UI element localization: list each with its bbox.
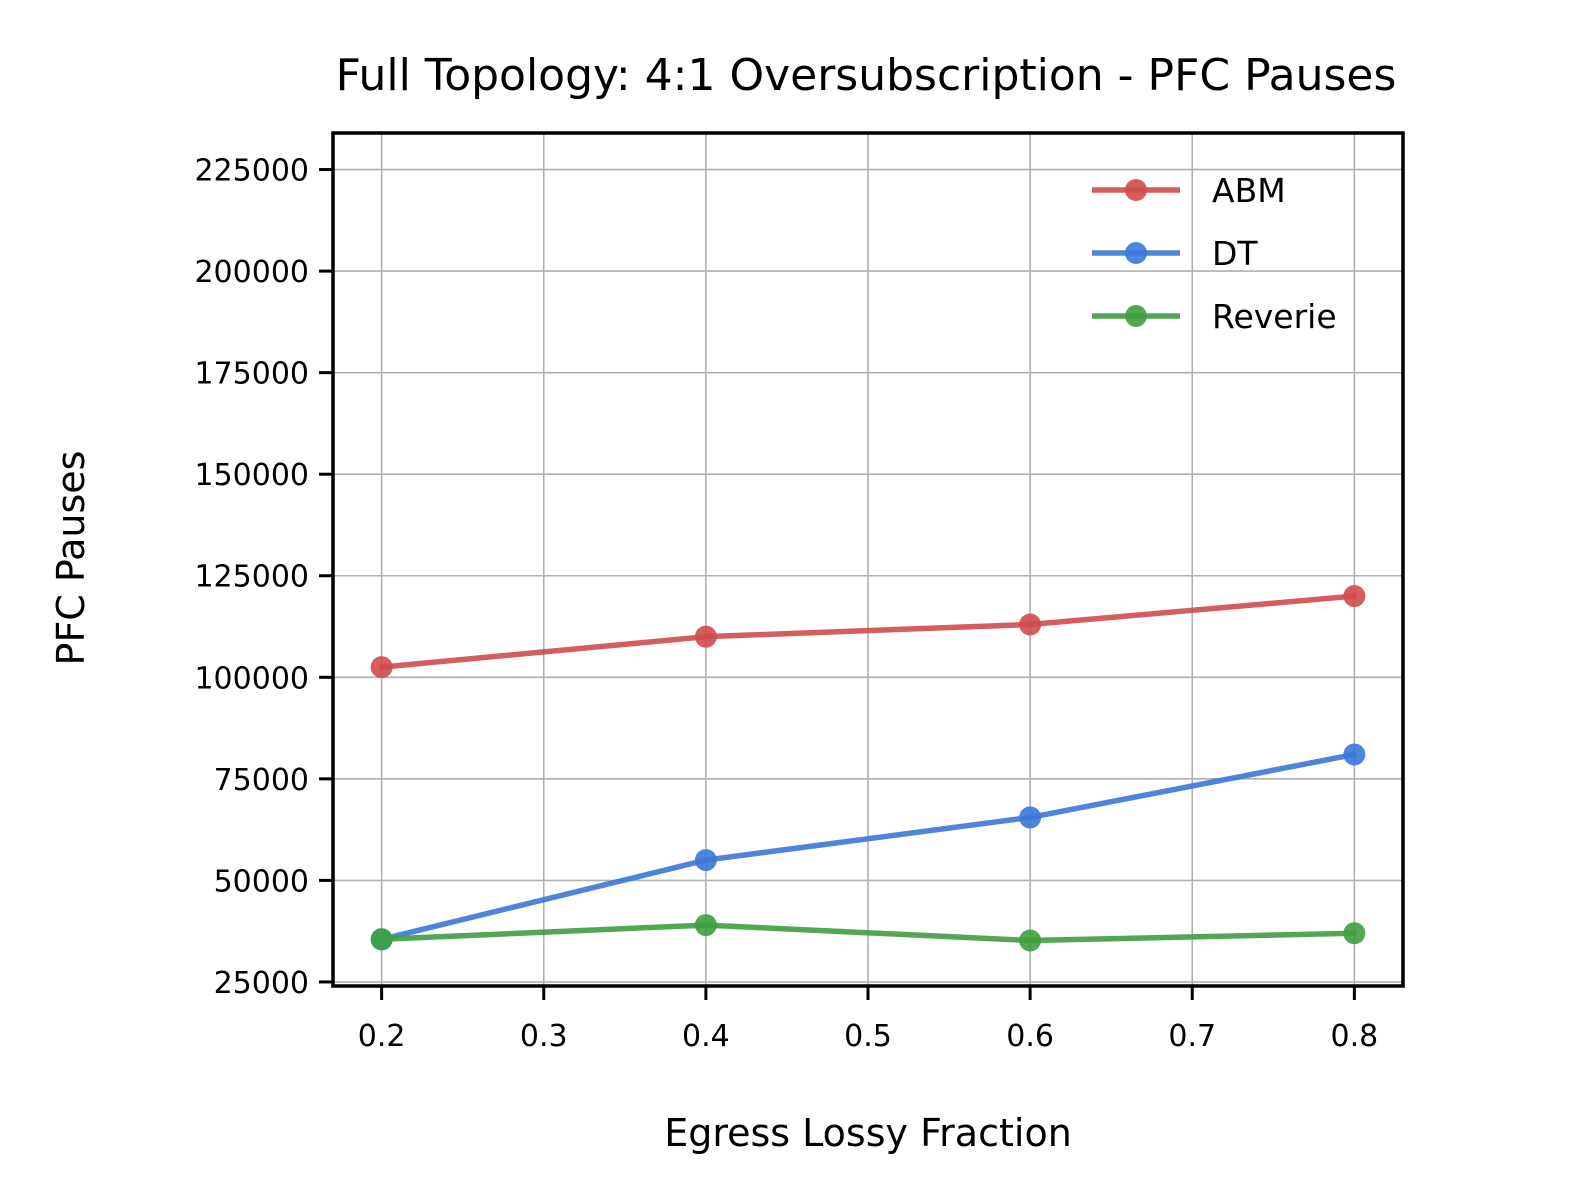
legend-marker-reverie xyxy=(1125,305,1147,327)
data-point-dt xyxy=(694,849,717,872)
x-tick-label: 0.2 xyxy=(358,1019,406,1054)
data-point-dt xyxy=(1019,806,1042,829)
plot-series xyxy=(370,585,1366,952)
series-line-abm xyxy=(378,593,1358,670)
axis-ticks: 0.2 0.3 0.4 0.5 0.6 0.7 0.8 25000 50000 75000 1000… xyxy=(194,154,1378,1054)
y-tick-label: 75000 xyxy=(214,763,309,798)
y-axis-label: PFC Pauses xyxy=(49,451,93,666)
y-tick-label: 200000 xyxy=(194,255,309,290)
legend: ABM DT Reverie xyxy=(1092,171,1337,336)
x-tick-label: 0.8 xyxy=(1331,1019,1379,1054)
x-tick-label: 0.3 xyxy=(520,1019,568,1054)
y-tick-label: 225000 xyxy=(194,154,309,189)
x-tick-label: 0.6 xyxy=(1006,1019,1054,1054)
data-point-reverie xyxy=(694,914,717,937)
y-tick-label: 125000 xyxy=(194,560,309,595)
y-tick-label: 50000 xyxy=(214,864,309,899)
legend-label-reverie: Reverie xyxy=(1212,297,1337,336)
data-point-reverie xyxy=(370,928,393,951)
x-tick-label: 0.7 xyxy=(1168,1019,1216,1054)
y-tick-label: 25000 xyxy=(214,966,309,1001)
y-tick-label: 175000 xyxy=(194,357,309,392)
chart-title: Full Topology: 4:1 Oversubscription - PF… xyxy=(336,50,1397,101)
legend-label-abm: ABM xyxy=(1212,171,1286,210)
legend-label-dt: DT xyxy=(1212,234,1258,273)
y-tick-label: 150000 xyxy=(194,458,309,493)
data-point-reverie xyxy=(1019,929,1042,952)
legend-marker-dt xyxy=(1125,242,1147,264)
data-point-abm xyxy=(694,625,717,648)
y-tick-label: 100000 xyxy=(194,661,309,696)
x-tick-label: 0.4 xyxy=(682,1019,730,1054)
data-point-abm xyxy=(1019,613,1042,636)
data-point-abm xyxy=(1343,585,1366,608)
data-point-dt xyxy=(1343,743,1366,766)
series-line-dt xyxy=(378,751,1358,943)
x-axis-label: Egress Lossy Fraction xyxy=(664,1111,1072,1155)
data-point-abm xyxy=(370,656,393,679)
x-tick-label: 0.5 xyxy=(844,1019,892,1054)
grid xyxy=(333,133,1403,986)
series-line-reverie xyxy=(378,922,1358,944)
data-point-reverie xyxy=(1343,922,1366,945)
legend-marker-abm xyxy=(1125,179,1147,201)
